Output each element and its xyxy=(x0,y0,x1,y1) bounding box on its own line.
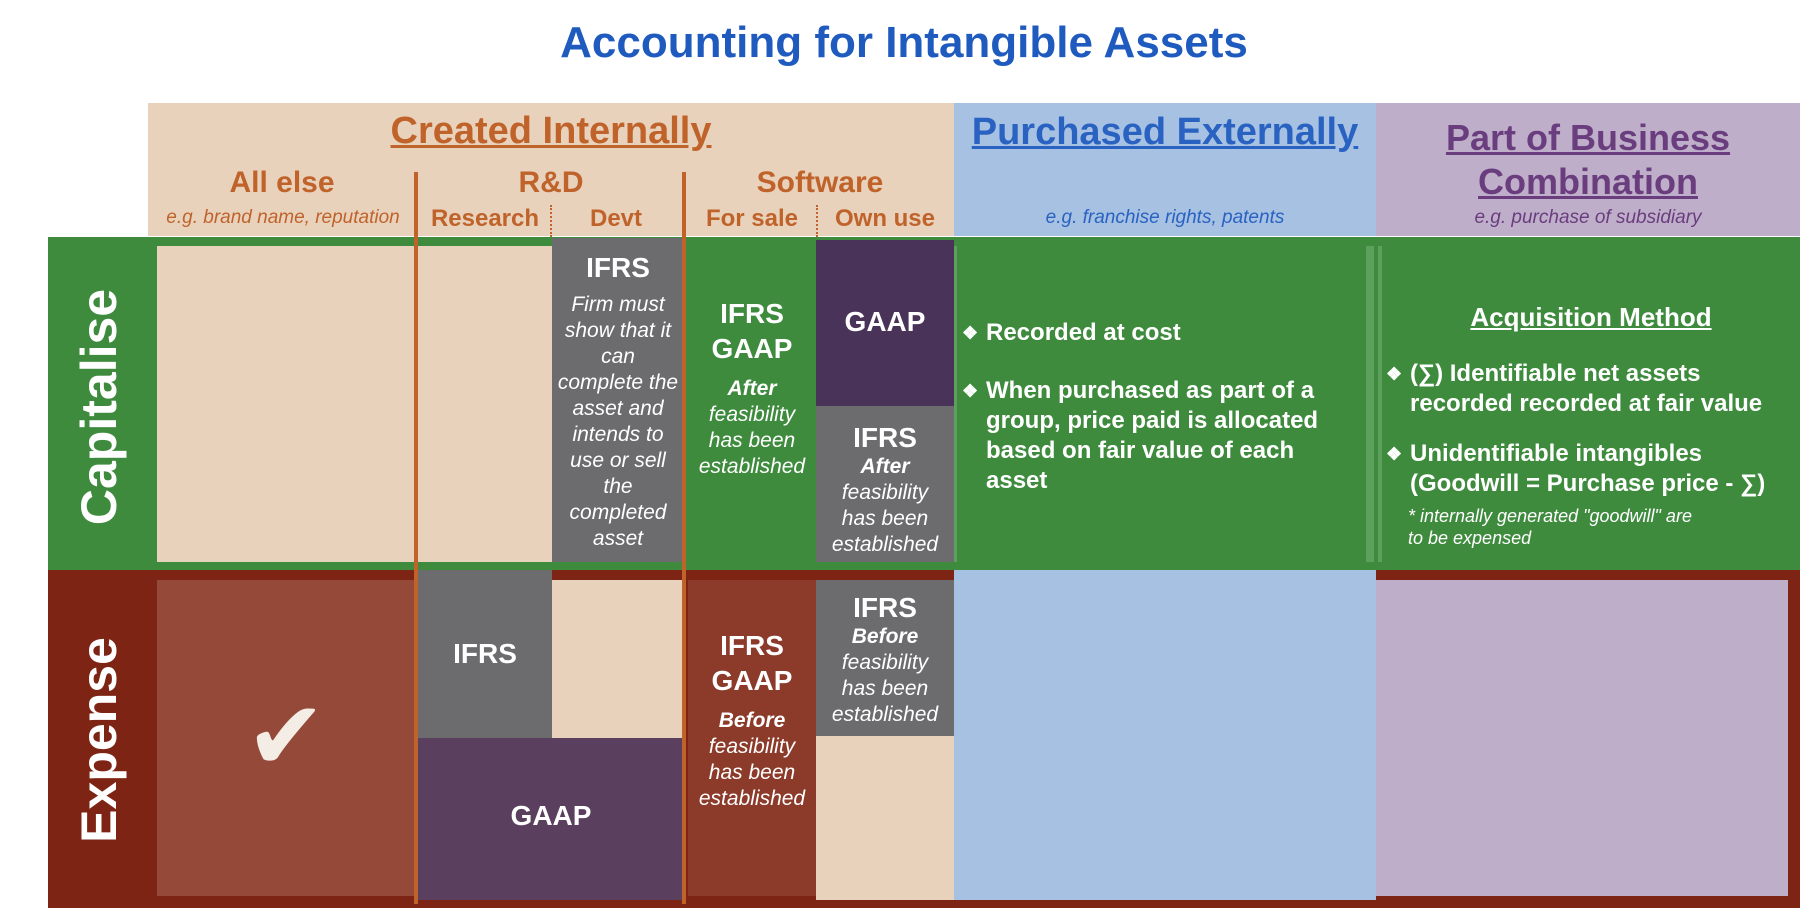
ownuse-cap-ifrs: IFRS xyxy=(853,422,917,453)
forsale-cap-text: feasibility has been established xyxy=(698,403,806,478)
header-created-internally: Created Internally xyxy=(390,110,712,152)
purchased-expense-cell xyxy=(954,570,1376,900)
purchased-bullet-1-mark: ❖ xyxy=(962,323,979,343)
header-software: Software xyxy=(756,166,884,199)
purchased-bullet-2-mark: ❖ xyxy=(962,381,979,401)
row-label-capitalise: Capitalise xyxy=(71,288,127,526)
goodwill-note: * internally generated "goodwill" are to… xyxy=(1408,506,1692,548)
divider-all-else-rd xyxy=(414,172,418,904)
devt-expense-cell xyxy=(552,580,684,738)
business-bullet-1-text: (∑) Identifiable net assets recorded rec… xyxy=(1410,360,1763,417)
business-capitalise-cell: Acquisition Method ❖ (∑) Identifiable ne… xyxy=(1386,302,1796,549)
header-purchased-externally: Purchased Externally xyxy=(971,111,1359,153)
devt-cap-ifrs-label: IFRS xyxy=(586,252,650,283)
header-devt: Devt xyxy=(589,205,643,232)
header-for-sale: For sale xyxy=(705,205,799,232)
ownuse-exp-text: feasibility has been established xyxy=(831,651,939,726)
devt-ifrs-capitalise-cell: IFRS Firm must show that it can complete… xyxy=(552,238,684,562)
business-left-edge-b xyxy=(1378,246,1382,562)
all-else-capitalise-cell xyxy=(157,246,415,562)
research-capitalise-cell xyxy=(418,246,552,562)
header-business-combination-bg xyxy=(1376,103,1800,236)
research-exp-ifrs: IFRS xyxy=(453,638,517,669)
for-sale-capitalise-cell: IFRS GAAP After feasibility has been est… xyxy=(688,248,816,564)
rd-exp-gaap: GAAP xyxy=(510,800,592,831)
purchased-bullet-1-text: Recorded at cost xyxy=(986,319,1181,346)
business-bullet-1: ❖ (∑) Identifiable net assets recorded r… xyxy=(1386,359,1796,419)
devt-cap-text: Firm must show that it can complete the … xyxy=(557,293,679,550)
business-bullet-2-text: Unidentifiable intangibles (Goodwill = P… xyxy=(1410,440,1766,497)
own-use-ifrs-capitalise-cell: IFRS After feasibility has been establis… xyxy=(816,406,954,562)
business-example: e.g. purchase of subsidiary xyxy=(1474,207,1702,228)
purchased-bullet-1: ❖ Recorded at cost xyxy=(962,318,1362,348)
forsale-exp-gaap: GAAP xyxy=(711,665,793,696)
ownuse-exp-before: Before xyxy=(851,625,919,648)
all-else-example: e.g. brand name, reputation xyxy=(166,207,400,228)
business-bullet-2: ❖ Unidentifiable intangibles (Goodwill =… xyxy=(1386,439,1796,499)
ownuse-cap-after: After xyxy=(860,455,910,478)
row-label-expense: Expense xyxy=(71,637,127,843)
forsale-exp-ifrs: IFRS xyxy=(720,630,784,661)
own-use-expense-lower-cell xyxy=(816,736,954,900)
header-divider-forsale-ownuse xyxy=(816,205,818,237)
checkmark-icon: ✔ xyxy=(245,683,327,790)
forsale-cap-gaap: GAAP xyxy=(711,333,793,364)
purchased-bullet-2: ❖ When purchased as part of a group, pri… xyxy=(962,376,1362,496)
header-purchased-externally-bg xyxy=(954,103,1376,236)
ownuse-exp-ifrs: IFRS xyxy=(853,592,917,623)
research-ifrs-expense-cell: IFRS xyxy=(418,570,552,738)
own-use-ifrs-expense-cell: IFRS Before feasibility has been establi… xyxy=(816,580,954,736)
page-title: Accounting for Intangible Assets xyxy=(560,18,1248,67)
ownuse-cap-text: feasibility has been established xyxy=(831,481,939,556)
header-business-combination: Part of Business Combination xyxy=(1445,117,1731,202)
purchased-capitalise-cell: ❖ Recorded at cost ❖ When purchased as p… xyxy=(962,318,1362,496)
business-bullet-2-mark: ❖ xyxy=(1386,444,1403,464)
ownuse-cap-gaap: GAAP xyxy=(844,306,926,337)
purchased-left-edge xyxy=(954,246,957,562)
for-sale-expense-cell: IFRS GAAP Before feasibility has been es… xyxy=(688,580,816,896)
header-own-use: Own use xyxy=(834,205,936,232)
acquisition-method-label: Acquisition Method xyxy=(1470,302,1712,332)
forsale-exp-text: feasibility has been established xyxy=(698,735,806,810)
forsale-cap-ifrs: IFRS xyxy=(720,298,784,329)
rd-gaap-expense-cell: GAAP xyxy=(418,738,684,900)
forsale-cap-after: After xyxy=(727,377,777,400)
business-expense-cell xyxy=(1376,580,1788,896)
own-use-gaap-capitalise-cell: GAAP xyxy=(816,240,954,406)
purchased-example: e.g. franchise rights, patents xyxy=(1045,207,1285,228)
business-left-edge-a xyxy=(1366,246,1374,562)
forsale-exp-before: Before xyxy=(718,709,786,732)
header-divider-research-devt xyxy=(550,205,552,237)
all-else-expense-cell: ✔ xyxy=(157,580,415,896)
header-all-else: All else xyxy=(229,166,335,199)
divider-rd-software xyxy=(682,172,686,904)
header-rd: R&D xyxy=(518,166,584,199)
header-research: Research xyxy=(430,205,540,232)
purchased-bullet-2-text: When purchased as part of a group, price… xyxy=(986,377,1319,494)
business-bullet-1-mark: ❖ xyxy=(1386,364,1403,384)
